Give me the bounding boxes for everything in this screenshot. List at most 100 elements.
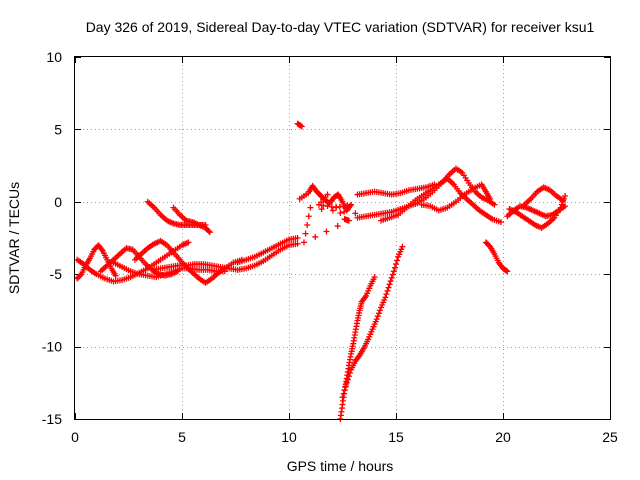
data-point — [373, 316, 380, 323]
series-arc-mid-d — [418, 181, 494, 214]
chart-title: Day 326 of 2019, Sidereal Day-to-day VTE… — [86, 19, 595, 35]
x-tick-label: 10 — [281, 429, 297, 445]
data-point — [324, 191, 331, 198]
x-tick-labels: 0 5 10 15 20 25 — [71, 429, 618, 445]
y-tick-label: 10 — [46, 49, 62, 65]
data-point — [491, 201, 498, 208]
y-tick-label: 5 — [54, 121, 62, 137]
y-axis-label: SDTVAR / TECUs — [6, 182, 22, 294]
data-point — [77, 272, 84, 279]
series-arc-early-f — [149, 240, 301, 273]
data-point — [348, 201, 355, 208]
data-point — [302, 230, 309, 237]
series-arc-rise — [234, 235, 301, 266]
y-tick-label: 0 — [54, 194, 62, 210]
series-arc-early-d — [110, 259, 228, 281]
data-point — [343, 379, 350, 386]
series-arc-mid-a — [354, 181, 438, 198]
y-tick-label: -15 — [42, 411, 62, 427]
data-point — [487, 195, 494, 202]
data-point — [294, 240, 301, 247]
x-tick-label: 15 — [388, 429, 404, 445]
plot-frame — [74, 56, 611, 420]
x-tick-label: 5 — [178, 429, 186, 445]
data-point — [559, 197, 566, 204]
data-point — [383, 291, 390, 298]
data-point — [300, 239, 307, 246]
x-tick-label: 20 — [495, 429, 511, 445]
data-point — [384, 287, 391, 294]
x-tick-label: 25 — [602, 429, 618, 445]
data-point — [345, 373, 352, 380]
data-point — [206, 229, 213, 236]
data-point — [320, 202, 327, 209]
data-point — [297, 122, 304, 129]
data-point — [312, 233, 319, 240]
data-point — [558, 201, 565, 208]
data-point — [324, 203, 331, 210]
data-point — [329, 207, 336, 214]
series-isolated-high — [294, 120, 305, 130]
y-tick-label: -5 — [50, 266, 63, 282]
data-point — [503, 267, 510, 274]
data-point — [375, 310, 382, 317]
data-point — [205, 228, 212, 235]
data-point — [562, 193, 569, 200]
data-point — [376, 307, 383, 314]
series-plunge-a — [337, 274, 378, 422]
series-cluster-11h — [296, 182, 359, 246]
data-point — [339, 394, 346, 401]
series-arc-drop-b — [170, 204, 213, 236]
data-point — [385, 284, 392, 291]
data-point — [497, 219, 504, 226]
series-plunge-b — [339, 243, 406, 401]
data-point — [352, 210, 359, 217]
data-point — [345, 217, 352, 224]
data-points — [74, 120, 569, 422]
data-point — [334, 223, 341, 230]
data-point — [341, 387, 348, 394]
data-point — [557, 204, 564, 211]
data-point — [337, 210, 344, 217]
data-point — [298, 123, 305, 130]
data-point — [328, 197, 335, 204]
data-point — [333, 203, 340, 210]
series-arc-mid-c — [378, 175, 504, 226]
data-point — [294, 235, 301, 241]
data-point — [399, 243, 406, 250]
data-point — [342, 383, 349, 390]
data-point — [386, 281, 393, 288]
series-arc-late-b — [506, 193, 569, 231]
data-point — [374, 313, 381, 320]
data-point — [344, 376, 351, 383]
x-tick-label: 0 — [71, 429, 79, 445]
data-point — [341, 208, 348, 215]
data-point — [387, 278, 394, 285]
data-point — [307, 204, 314, 211]
data-point — [390, 268, 397, 275]
data-point — [318, 206, 325, 213]
data-point — [323, 228, 330, 235]
data-point — [340, 390, 347, 397]
series-arc-late-drop — [482, 239, 511, 275]
x-axis-label: GPS time / hours — [287, 458, 394, 474]
series-arc-late-c — [521, 184, 566, 208]
data-point — [304, 221, 311, 228]
data-point — [504, 268, 511, 275]
data-point — [382, 294, 389, 301]
y-tick-labels: -15 -10 -5 0 5 10 — [42, 49, 62, 427]
data-point — [388, 274, 395, 281]
data-point — [562, 203, 569, 210]
data-point — [305, 213, 312, 220]
data-point — [393, 261, 399, 268]
y-tick-label: -10 — [42, 339, 62, 355]
data-point — [340, 203, 347, 210]
data-point — [185, 239, 192, 246]
data-point — [371, 274, 378, 281]
data-point — [394, 257, 401, 264]
data-point — [389, 271, 396, 278]
data-point — [344, 202, 351, 209]
data-point — [346, 370, 353, 377]
